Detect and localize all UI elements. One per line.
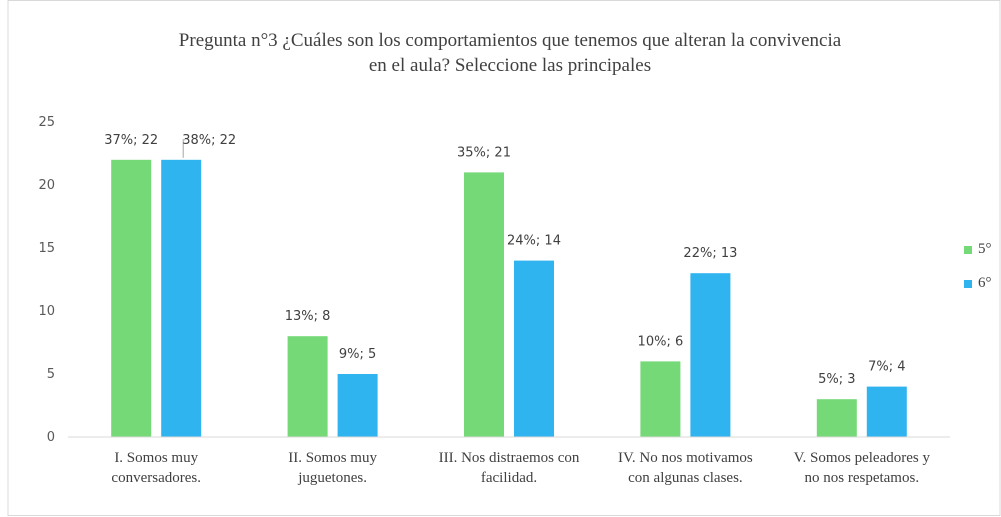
bar xyxy=(111,159,152,438)
y-tick-label: 15 xyxy=(38,241,55,256)
data-label: 24%; 14 xyxy=(507,233,561,248)
bar xyxy=(337,374,378,437)
bar xyxy=(816,399,857,437)
y-tick-label: 25 xyxy=(38,115,55,130)
y-tick-label: 5 xyxy=(47,367,55,382)
x-tick-label: I. Somos muy conversadores. xyxy=(111,450,201,486)
bar xyxy=(464,172,504,437)
data-label: 7%; 4 xyxy=(868,359,905,374)
x-tick-label: II. Somos muy juguetones. xyxy=(288,450,377,486)
legend-swatch xyxy=(964,246,972,254)
legend-label: 5° xyxy=(978,241,992,257)
chart-title: Pregunta n°3 ¿Cuáles son los comportamie… xyxy=(179,30,842,76)
leader-line xyxy=(182,139,186,158)
data-label: 5%; 3 xyxy=(818,372,855,387)
bar xyxy=(640,361,681,437)
y-tick-label: 10 xyxy=(38,304,55,319)
data-label: 9%; 5 xyxy=(339,347,376,362)
data-label: 10%; 6 xyxy=(638,334,684,349)
bar xyxy=(287,336,328,437)
legend-label: 6° xyxy=(978,275,992,291)
x-tick-label: IV. No nos motivamos con algunas clases. xyxy=(618,450,753,486)
y-tick-label: 0 xyxy=(47,430,55,445)
y-tick-label: 20 xyxy=(38,178,55,193)
data-label: 35%; 21 xyxy=(457,145,511,160)
x-tick-label: V. Somos peleadores y no nos respetamos. xyxy=(794,450,931,486)
bar xyxy=(514,260,554,437)
data-label: 13%; 8 xyxy=(285,309,331,324)
x-tick-label: III. Nos distraemos con facilidad. xyxy=(439,450,580,486)
bar xyxy=(690,273,731,437)
bar xyxy=(161,159,202,438)
bar xyxy=(866,386,907,437)
legend-swatch xyxy=(964,280,972,288)
data-label: 38%; 22 xyxy=(182,132,236,147)
data-label: 37%; 22 xyxy=(104,132,158,147)
data-label: 22%; 13 xyxy=(683,246,737,261)
